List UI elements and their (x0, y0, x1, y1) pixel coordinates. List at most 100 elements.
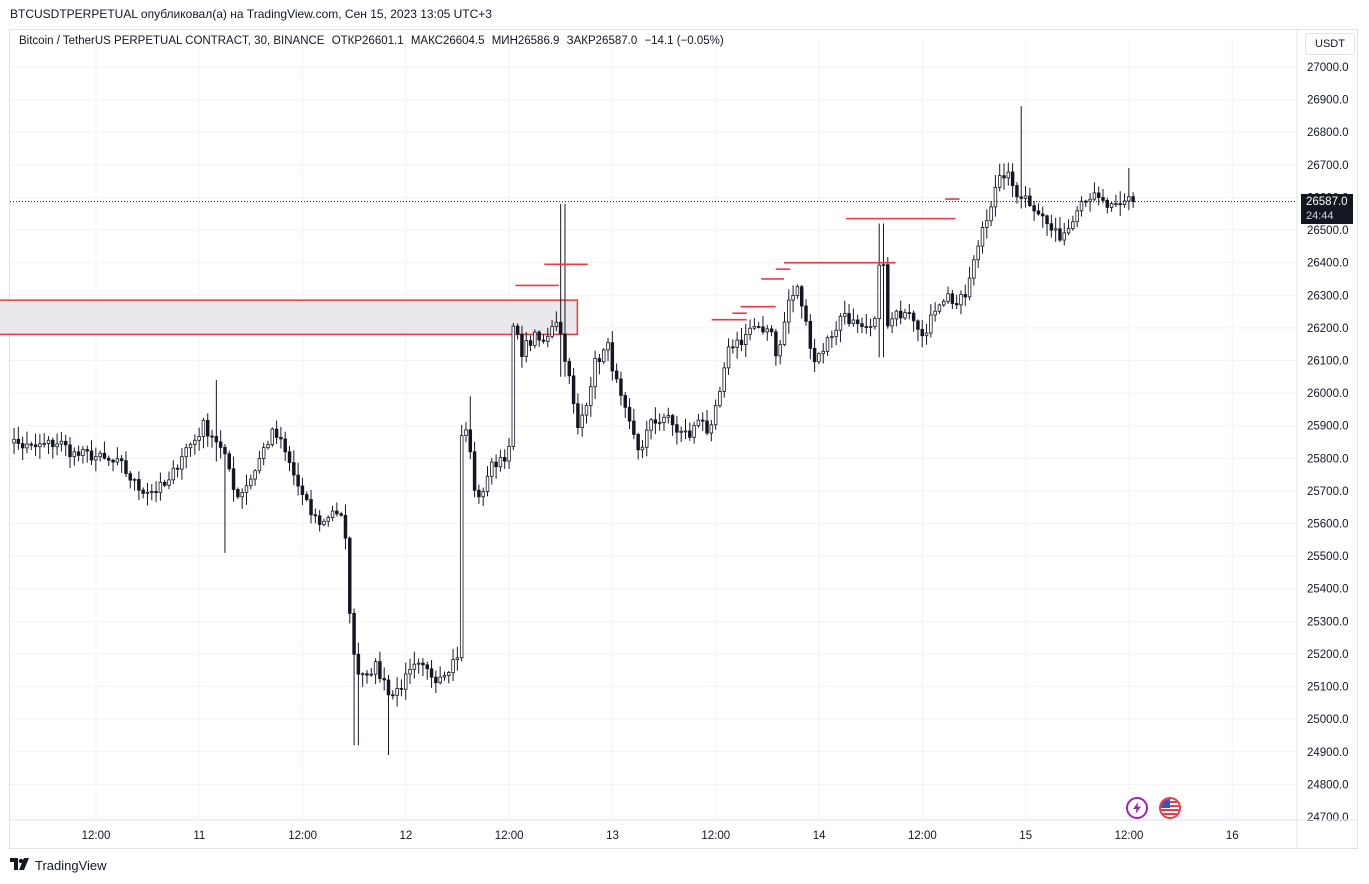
candle-body (356, 653, 361, 675)
candle-body (924, 332, 929, 337)
candle-body (343, 514, 348, 539)
candle-body (38, 443, 42, 448)
candle-body (287, 451, 292, 464)
candle-body (111, 459, 115, 463)
candle-body (1019, 196, 1023, 199)
candle-body (313, 514, 318, 517)
candle-body (890, 318, 894, 327)
candle-body (830, 336, 834, 339)
candle-body (993, 187, 998, 208)
candle-body (898, 310, 903, 319)
candle-body (438, 676, 442, 684)
candle-body (72, 451, 77, 458)
candle-body (657, 422, 662, 424)
chart-frame[interactable] (9, 29, 1358, 849)
candle-body (434, 676, 438, 684)
candle-body (520, 333, 524, 357)
candle-body (451, 659, 455, 673)
candle-body (675, 424, 679, 433)
candle-body (1079, 200, 1084, 212)
candle-body (950, 293, 955, 304)
y-tick-label: 25800.0 (1307, 453, 1349, 465)
legend-instrument: Bitcoin / TetherUS PERPETUAL CONTRACT, 3… (19, 35, 325, 47)
candle-body (403, 673, 408, 690)
candle-body (98, 452, 102, 458)
candle-body (339, 513, 343, 516)
candle-body (218, 441, 223, 448)
candle-body (1023, 195, 1028, 199)
y-axis[interactable]: 24700.0 24800.0 24900.0 25000.0 25100.0 25200… (1296, 30, 1349, 848)
candle-body (201, 419, 206, 437)
candle-body (584, 405, 589, 416)
candle-body (959, 294, 963, 306)
candle-body (589, 386, 593, 406)
y-tick-label: 27000.0 (1307, 62, 1349, 74)
candle-body (447, 672, 451, 676)
candle-body (29, 443, 33, 446)
candle-body (20, 443, 25, 449)
candle-body (756, 326, 761, 328)
candle-body (231, 468, 236, 490)
candle-body (477, 489, 481, 498)
candle-body (954, 303, 959, 306)
candle-body (700, 419, 705, 422)
candle-body (119, 458, 124, 462)
candle-body (1075, 210, 1079, 223)
candle-body (1131, 196, 1135, 203)
candle-body (817, 353, 821, 363)
candle-body (903, 312, 907, 319)
candle-body (610, 342, 615, 372)
currency-button[interactable]: USDT (1305, 33, 1355, 55)
chart-legend: Bitcoin / TetherUS PERPETUAL CONTRACT, 3… (19, 35, 728, 47)
candle-body (1109, 203, 1114, 208)
lightning-icon[interactable] (1126, 797, 1148, 819)
candle-body (283, 438, 287, 453)
candle-body (162, 481, 167, 486)
x-axis[interactable]: 12:00 11 12:00 12 12:00 13 12:00 14 12:00 15 12:00… (10, 819, 1357, 842)
x-tick-label: 12:00 (908, 830, 937, 842)
candle-body (42, 443, 46, 445)
y-tick-label: 25900.0 (1307, 421, 1349, 433)
candle-body (774, 331, 778, 357)
x-tick-label: 15 (1019, 830, 1032, 842)
candle-body (795, 286, 800, 296)
us-flag-icon[interactable] (1159, 797, 1181, 819)
tradingview-logo-icon (10, 858, 30, 873)
candle-body (666, 415, 671, 418)
candle-body (128, 473, 132, 481)
candle-body (193, 439, 197, 445)
candle-body (25, 443, 29, 449)
candle-body (184, 447, 188, 458)
candle-body (81, 449, 85, 456)
y-tick-label: 25700.0 (1307, 486, 1349, 498)
candle-body (980, 227, 985, 247)
candle-body (1028, 195, 1032, 207)
candle-body (761, 326, 765, 333)
candle-body (696, 419, 701, 427)
candle-body (455, 657, 460, 660)
candle-body (421, 662, 425, 666)
candle-body (1006, 171, 1011, 179)
candle-body (997, 175, 1002, 188)
candle-body (731, 346, 735, 349)
y-tick-label: 25200.0 (1307, 649, 1349, 661)
y-tick-label: 26500.0 (1307, 225, 1349, 237)
candle-body (744, 334, 748, 345)
candle-body (304, 494, 309, 500)
candle-body (881, 264, 886, 267)
legend-open-value: 26601.1 (362, 35, 404, 47)
candle-body (382, 678, 386, 681)
candle-body (688, 430, 692, 438)
candle-body (1010, 171, 1015, 186)
candle-body (167, 479, 171, 486)
y-tick-label: 26800.0 (1307, 127, 1349, 139)
candle-body (546, 335, 550, 342)
tradingview-logo[interactable]: TradingView (10, 858, 107, 873)
candle-body (855, 319, 860, 325)
candle-body (722, 367, 726, 392)
tradingview-logo-text: TradingView (35, 858, 107, 873)
candle-body (593, 358, 597, 388)
candle-body (791, 294, 795, 301)
candle-body (46, 439, 51, 444)
